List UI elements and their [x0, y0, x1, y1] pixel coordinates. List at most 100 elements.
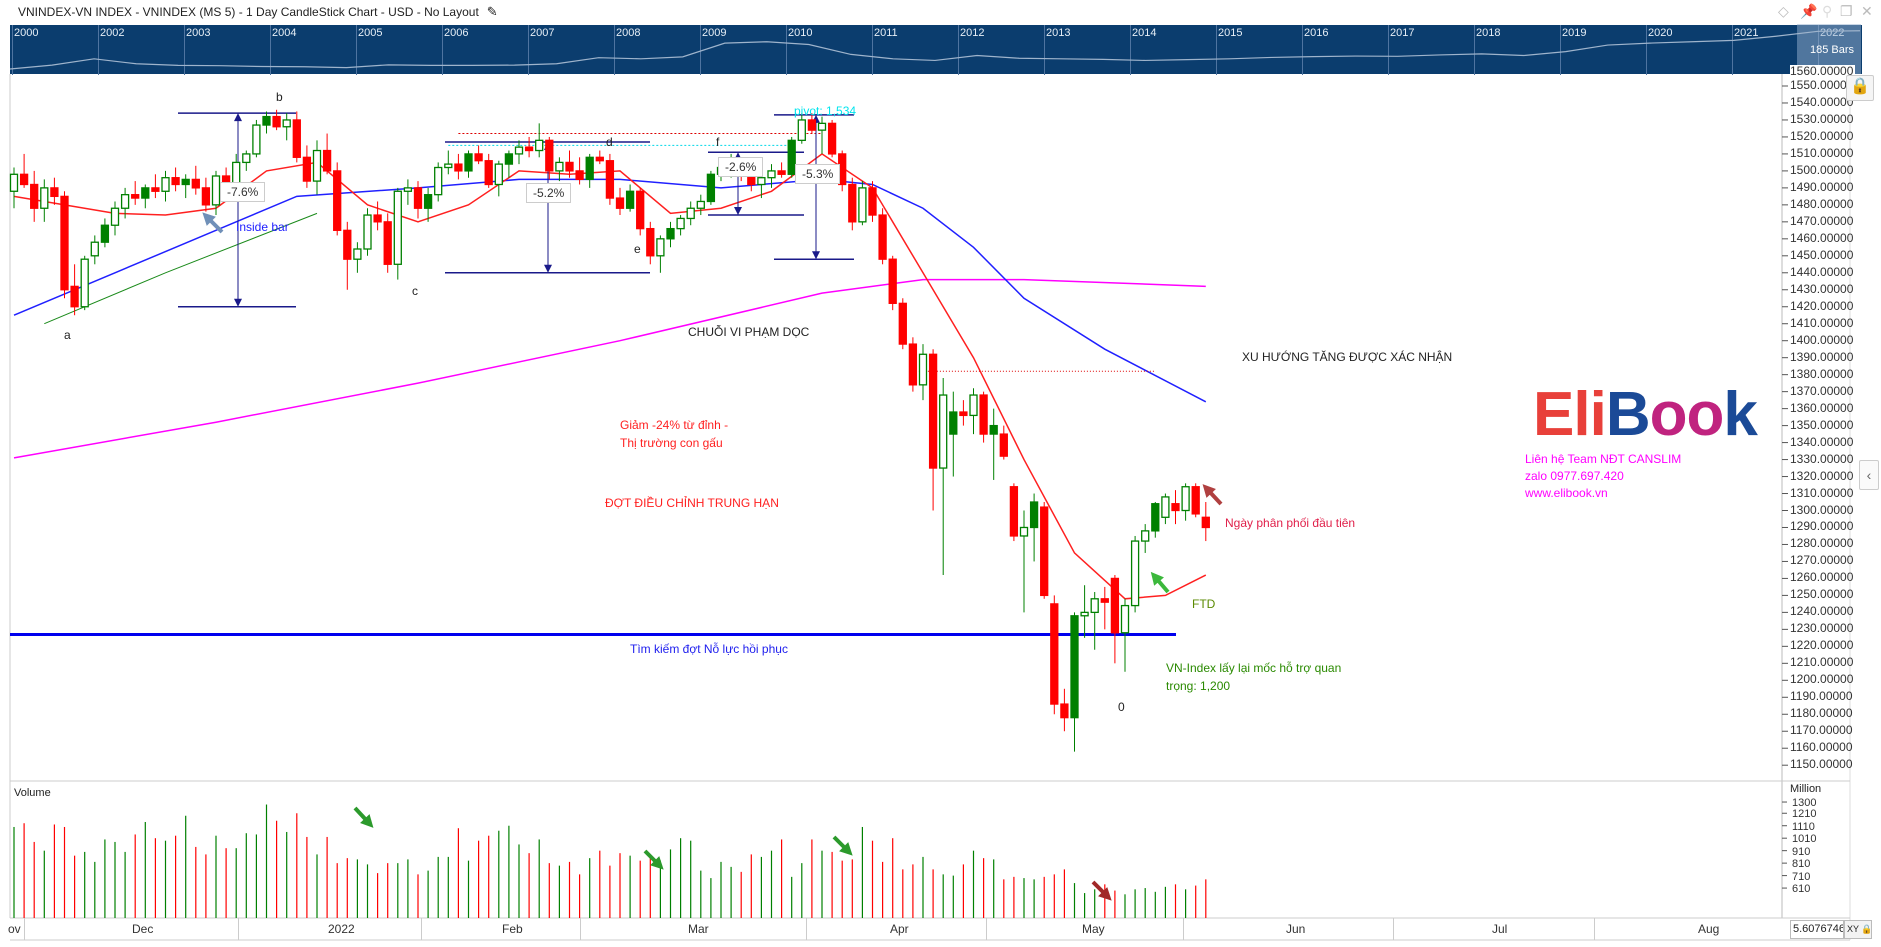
year-separator: [1216, 25, 1217, 75]
candle: [191, 165, 200, 195]
candle: [383, 213, 392, 273]
candle-body: [848, 183, 857, 223]
pencil-icon[interactable]: ✎: [486, 4, 498, 19]
candle: [807, 113, 817, 134]
candle-body: [272, 115, 281, 128]
candle-body: [110, 207, 120, 226]
price-tick-label: 1350.00000: [1790, 417, 1854, 432]
candle-body: [80, 258, 89, 308]
year-separator: [98, 25, 99, 75]
candle: [1151, 502, 1160, 538]
candle-body: [696, 200, 705, 209]
candle-body: [242, 153, 251, 164]
year-label: 2008: [616, 27, 641, 39]
candle-body: [413, 187, 423, 209]
candle: [454, 153, 463, 180]
volume-unit: Million: [1790, 783, 1822, 795]
ftd-arrow-icon-head: [1150, 571, 1164, 586]
xy-lock-button[interactable]: XY 🔒: [1844, 920, 1873, 939]
candle: [787, 136, 796, 178]
candle: [302, 145, 312, 188]
candle-body: [605, 160, 615, 199]
contact-zalo: zalo 0977.697.420: [1525, 469, 1624, 483]
candle-body: [686, 207, 695, 220]
date-tick-label: Aug: [1698, 922, 1720, 936]
candle-body: [757, 177, 766, 186]
lock-icon[interactable]: 🔒: [1846, 75, 1874, 101]
candle-body: [322, 149, 332, 172]
date-tick-label: May: [1082, 922, 1105, 936]
candle: [1171, 490, 1180, 525]
candle: [393, 187, 402, 280]
cursor-value-field[interactable]: 5.6076746: [1790, 920, 1844, 939]
candle-body: [1181, 486, 1190, 512]
candle-body: [484, 160, 493, 186]
candle: [484, 153, 493, 188]
candle-body: [393, 190, 402, 265]
candle: [120, 187, 130, 219]
price-tick-label: 1400.00000: [1790, 332, 1854, 347]
candle-body: [545, 139, 554, 172]
candle-body: [646, 227, 655, 257]
candle: [939, 378, 948, 576]
candle-body: [777, 170, 786, 175]
link-icon[interactable]: ⚲: [1822, 3, 1833, 19]
candle: [817, 116, 827, 154]
candle: [605, 153, 615, 205]
restore-icon[interactable]: ❐: [1840, 3, 1853, 19]
year-label: 2020: [1648, 27, 1673, 39]
year-label: 2003: [186, 27, 211, 39]
candle-body: [403, 187, 413, 192]
candle-body: [120, 194, 130, 209]
price-tick-label: 1370.00000: [1790, 383, 1854, 398]
candle-body: [1120, 604, 1130, 634]
candle-body: [292, 119, 301, 158]
year-label: 2009: [702, 27, 727, 39]
candle: [595, 150, 604, 165]
candle-body: [1029, 501, 1039, 529]
title-group: VNINDEX-VN INDEX - VNINDEX (MS 5) - 1 Da…: [18, 4, 498, 20]
candle: [322, 133, 332, 175]
contact-website[interactable]: www.elibook.vn: [1525, 486, 1608, 500]
date-tick-label: Mar: [688, 922, 709, 936]
candle-body: [1070, 615, 1079, 719]
measure-b-arrow-up-icon: [234, 113, 242, 122]
candle: [423, 187, 433, 222]
price-tick-label: 1260.00000: [1790, 570, 1854, 585]
measure-pct-pivot: -5.3%: [795, 164, 841, 184]
candle: [292, 111, 301, 163]
candle-body: [535, 139, 544, 152]
date-separator: [421, 918, 422, 940]
bear-market-label-2: Thị trường con gấu: [620, 436, 723, 450]
candle-body: [706, 173, 716, 203]
price-tick-label: 1460.00000: [1790, 230, 1854, 245]
volume-arrow-icon-head: [839, 842, 853, 856]
diamond-icon[interactable]: ◇: [1778, 3, 1789, 19]
date-tick-label: Apr: [890, 922, 909, 936]
uptrend-confirmed-label: XU HƯỚNG TĂNG ĐƯỢC XÁC NHẬN: [1242, 350, 1453, 364]
price-tick-label: 1310.00000: [1790, 485, 1854, 500]
candle: [19, 153, 29, 188]
pin-icon[interactable]: 📌: [1800, 3, 1818, 19]
year-separator: [1732, 25, 1733, 75]
volume-tick-label: 1110: [1792, 820, 1815, 833]
close-icon[interactable]: ✕: [1861, 3, 1873, 19]
price-tick-label: 1250.00000: [1790, 587, 1854, 602]
candle-body: [70, 285, 79, 308]
date-tick-label: ov: [8, 922, 21, 936]
candle-body: [1060, 703, 1069, 719]
candle-body: [1100, 598, 1109, 603]
candle-body: [928, 353, 938, 469]
candle-body: [666, 227, 675, 240]
chevron-left-icon[interactable]: ‹: [1859, 460, 1879, 490]
measure-pivot-arrow-down-icon: [812, 251, 820, 260]
volume-tick-label: 710: [1792, 870, 1811, 883]
price-tick-label: 1190.00000: [1790, 689, 1853, 704]
candle: [1009, 483, 1019, 542]
price-tick-label: 1480.00000: [1790, 196, 1854, 211]
candle: [262, 111, 271, 134]
overview-navigator[interactable]: 2000 2002 2003 2004 2005 2006 2007 2008 2009 2010…: [10, 24, 1862, 75]
candle: [171, 167, 180, 192]
candle: [474, 145, 483, 165]
